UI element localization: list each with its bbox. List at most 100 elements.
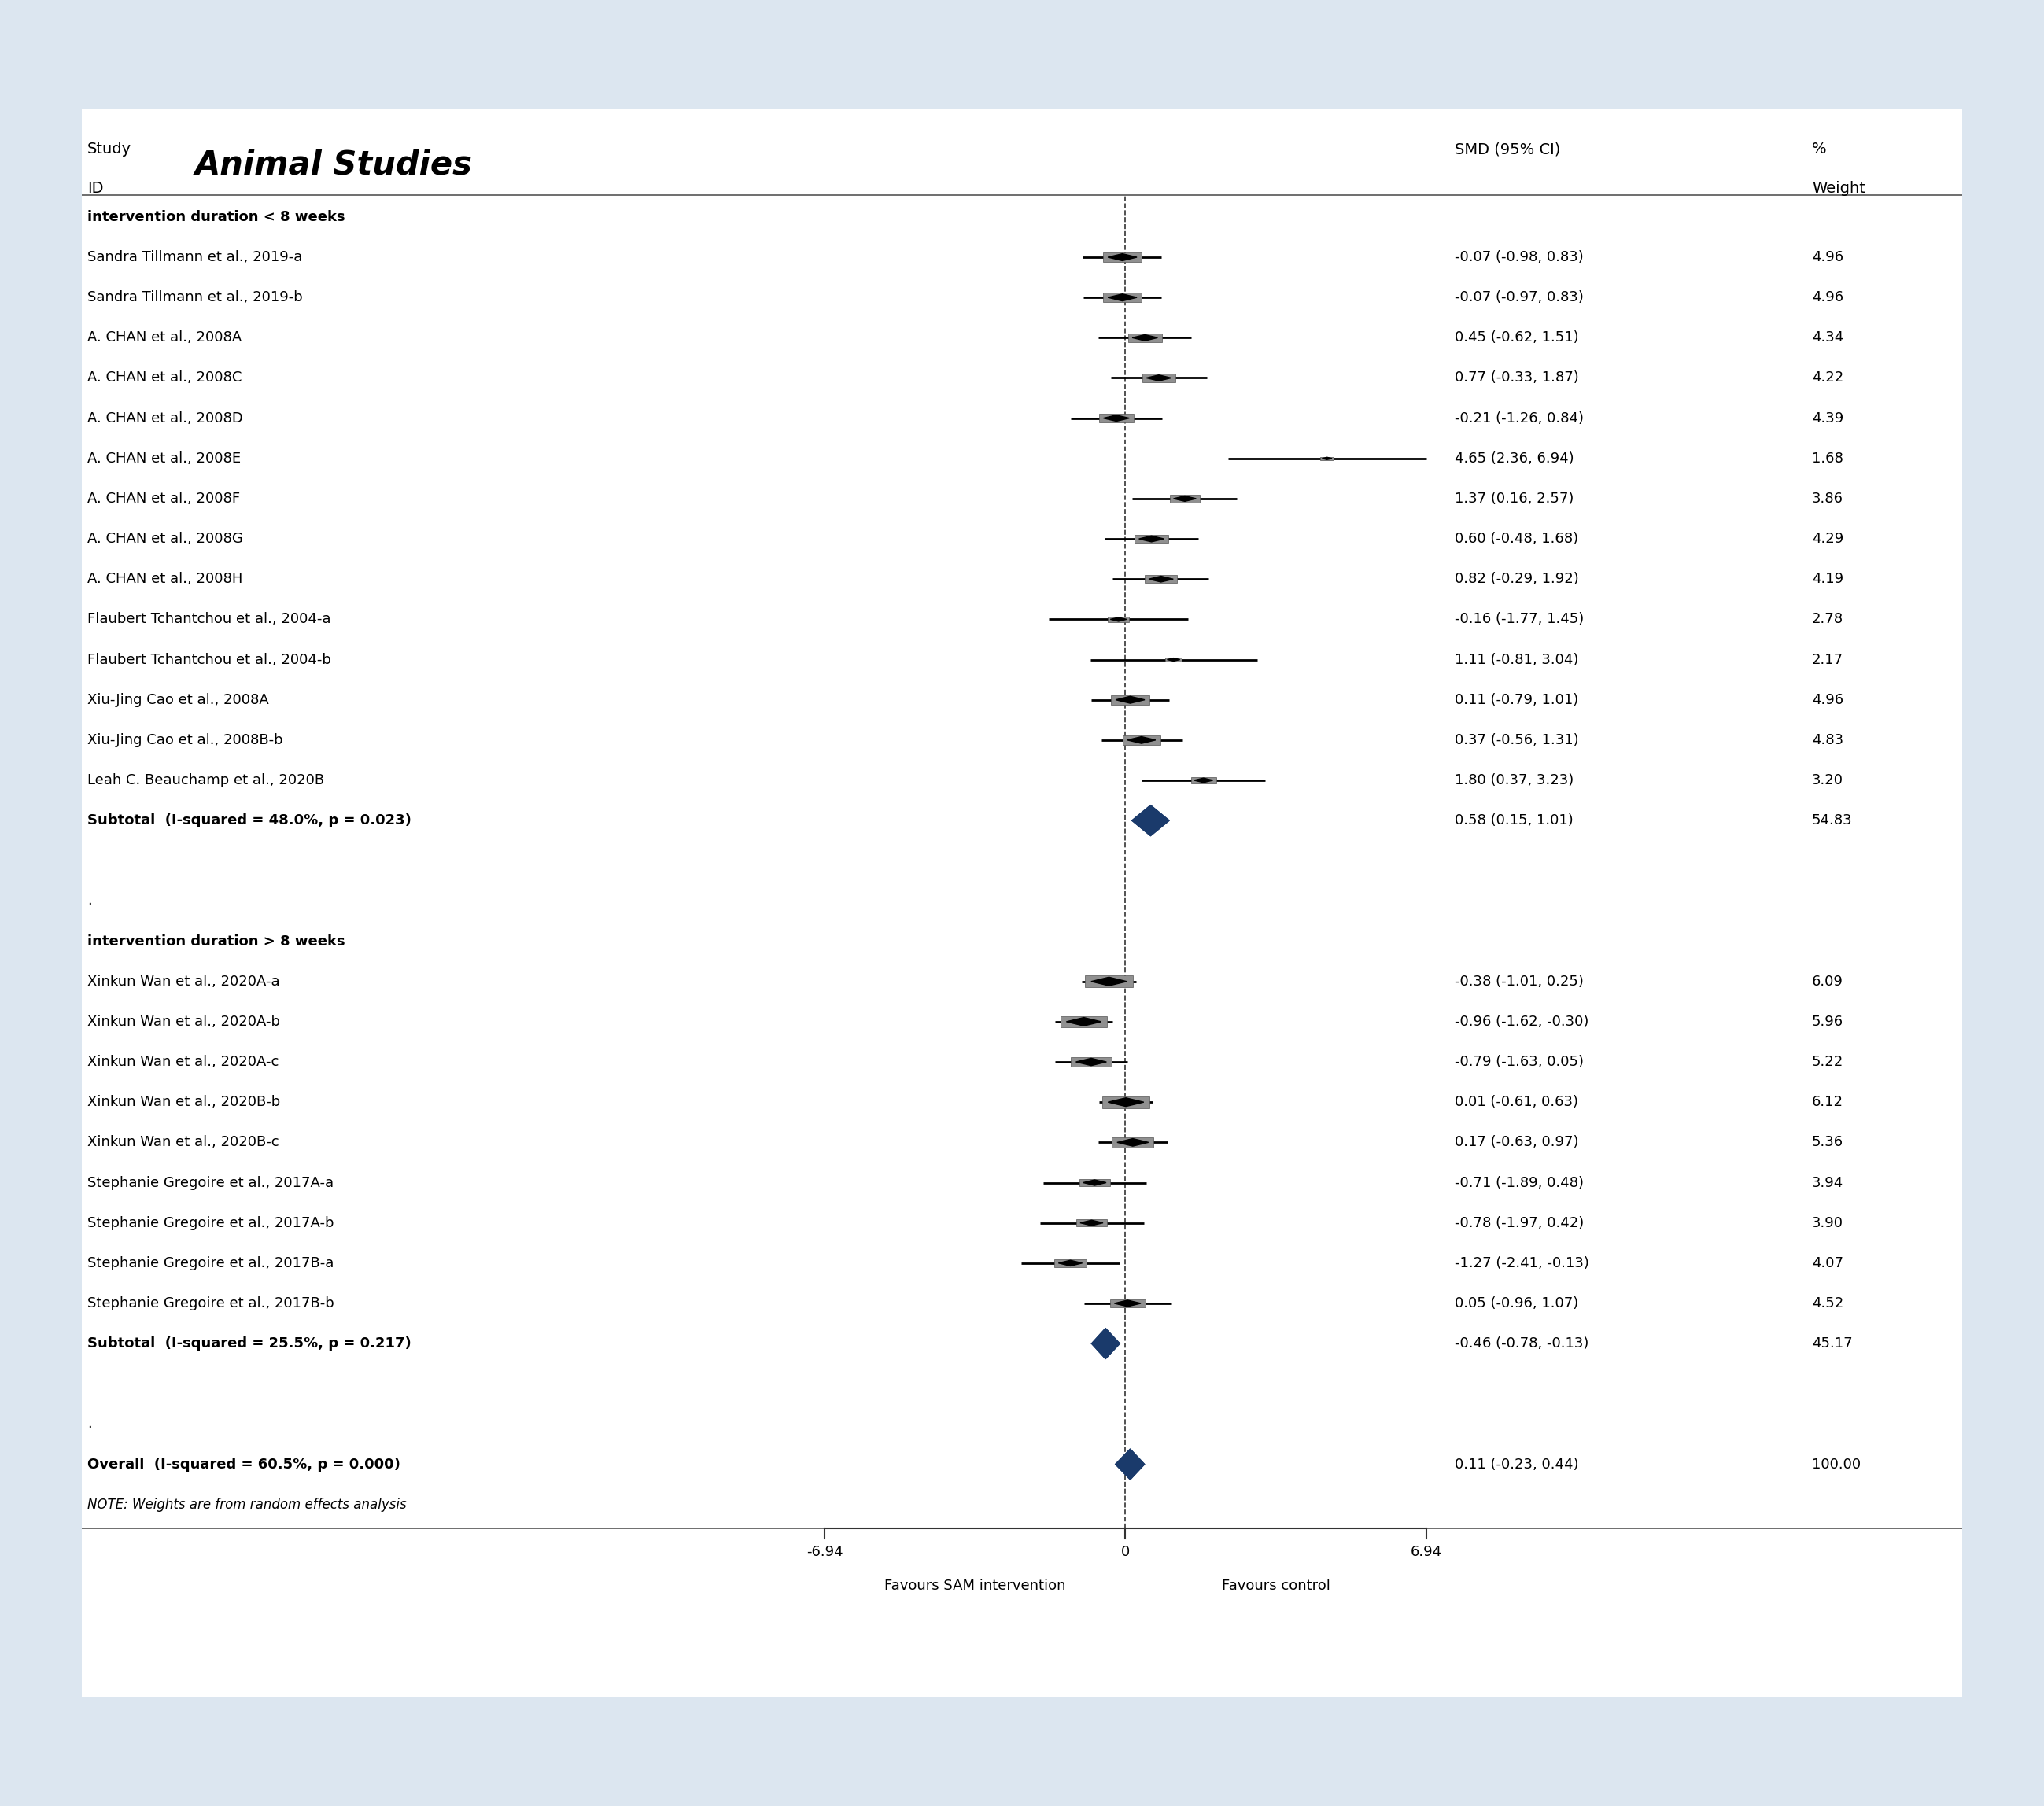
Text: 4.22: 4.22 bbox=[1811, 370, 1844, 385]
Text: 5.96: 5.96 bbox=[1811, 1015, 1844, 1029]
Text: 1.11 (-0.81, 3.04): 1.11 (-0.81, 3.04) bbox=[1455, 652, 1578, 666]
Text: 4.34: 4.34 bbox=[1811, 330, 1844, 345]
Polygon shape bbox=[1059, 1261, 1081, 1266]
Text: 4.96: 4.96 bbox=[1811, 251, 1844, 264]
Text: Stephanie Gregoire et al., 2017A-b: Stephanie Gregoire et al., 2017A-b bbox=[88, 1215, 333, 1230]
Text: 6.94: 6.94 bbox=[1410, 1544, 1443, 1559]
Text: intervention duration < 8 weeks: intervention duration < 8 weeks bbox=[88, 209, 345, 224]
Bar bbox=[1102, 1096, 1149, 1107]
Text: 0.17 (-0.63, 0.97): 0.17 (-0.63, 0.97) bbox=[1455, 1136, 1578, 1149]
Text: Stephanie Gregoire et al., 2017B-b: Stephanie Gregoire et al., 2017B-b bbox=[88, 1297, 335, 1311]
Text: ID: ID bbox=[88, 181, 104, 195]
Text: 1.68: 1.68 bbox=[1811, 452, 1844, 466]
Text: Xinkun Wan et al., 2020B-b: Xinkun Wan et al., 2020B-b bbox=[88, 1094, 280, 1109]
Text: 3.90: 3.90 bbox=[1811, 1215, 1844, 1230]
Text: 1.37 (0.16, 2.57): 1.37 (0.16, 2.57) bbox=[1455, 491, 1574, 506]
Text: 4.07: 4.07 bbox=[1811, 1255, 1844, 1270]
Text: 0.01 (-0.61, 0.63): 0.01 (-0.61, 0.63) bbox=[1455, 1094, 1578, 1109]
Text: -0.07 (-0.97, 0.83): -0.07 (-0.97, 0.83) bbox=[1455, 291, 1584, 305]
Text: 0.58 (0.15, 1.01): 0.58 (0.15, 1.01) bbox=[1455, 813, 1574, 827]
Text: 6.09: 6.09 bbox=[1811, 975, 1844, 988]
Bar bbox=[1134, 535, 1169, 544]
Text: .: . bbox=[88, 894, 92, 908]
Text: 100.00: 100.00 bbox=[1811, 1457, 1860, 1472]
Text: Xiu-Jing Cao et al., 2008B-b: Xiu-Jing Cao et al., 2008B-b bbox=[88, 733, 282, 748]
Bar bbox=[1077, 1219, 1108, 1226]
Text: -0.71 (-1.89, 0.48): -0.71 (-1.89, 0.48) bbox=[1455, 1176, 1584, 1190]
Text: 5.36: 5.36 bbox=[1811, 1136, 1844, 1149]
Text: 4.39: 4.39 bbox=[1811, 412, 1844, 424]
Text: NOTE: Weights are from random effects analysis: NOTE: Weights are from random effects an… bbox=[88, 1497, 407, 1512]
Text: 0: 0 bbox=[1120, 1544, 1130, 1559]
Text: A. CHAN et al., 2008E: A. CHAN et al., 2008E bbox=[88, 452, 241, 466]
Bar bbox=[1169, 495, 1200, 502]
Polygon shape bbox=[1108, 294, 1136, 302]
Bar bbox=[1108, 616, 1130, 621]
Text: Flaubert Tchantchou et al., 2004-b: Flaubert Tchantchou et al., 2004-b bbox=[88, 652, 331, 666]
Bar bbox=[1100, 414, 1134, 423]
Polygon shape bbox=[1091, 977, 1126, 986]
Text: 4.96: 4.96 bbox=[1811, 291, 1844, 305]
Text: 4.19: 4.19 bbox=[1811, 573, 1844, 587]
Bar bbox=[1143, 374, 1175, 381]
Text: Sandra Tillmann et al., 2019-b: Sandra Tillmann et al., 2019-b bbox=[88, 291, 303, 305]
Bar bbox=[1104, 293, 1143, 302]
Text: 1.80 (0.37, 3.23): 1.80 (0.37, 3.23) bbox=[1455, 773, 1574, 787]
Text: Leah C. Beauchamp et al., 2020B: Leah C. Beauchamp et al., 2020B bbox=[88, 773, 325, 787]
Text: Subtotal  (I-squared = 48.0%, p = 0.023): Subtotal (I-squared = 48.0%, p = 0.023) bbox=[88, 813, 411, 827]
Text: -0.38 (-1.01, 0.25): -0.38 (-1.01, 0.25) bbox=[1455, 975, 1584, 988]
Bar bbox=[1071, 1057, 1112, 1067]
Bar bbox=[1085, 975, 1132, 988]
Text: Xinkun Wan et al., 2020A-c: Xinkun Wan et al., 2020A-c bbox=[88, 1055, 278, 1069]
Text: -0.96 (-1.62, -0.30): -0.96 (-1.62, -0.30) bbox=[1455, 1015, 1588, 1029]
Polygon shape bbox=[1114, 1300, 1141, 1306]
Text: -0.21 (-1.26, 0.84): -0.21 (-1.26, 0.84) bbox=[1455, 412, 1584, 424]
Polygon shape bbox=[1116, 1448, 1145, 1479]
Text: A. CHAN et al., 2008F: A. CHAN et al., 2008F bbox=[88, 491, 239, 506]
Polygon shape bbox=[1147, 376, 1171, 381]
Text: -6.94: -6.94 bbox=[805, 1544, 842, 1559]
Polygon shape bbox=[1139, 536, 1163, 542]
Text: Xiu-Jing Cao et al., 2008A: Xiu-Jing Cao et al., 2008A bbox=[88, 694, 270, 706]
Polygon shape bbox=[1108, 1098, 1145, 1107]
Polygon shape bbox=[1149, 576, 1173, 582]
Text: Subtotal  (I-squared = 25.5%, p = 0.217): Subtotal (I-squared = 25.5%, p = 0.217) bbox=[88, 1336, 411, 1351]
Polygon shape bbox=[1108, 253, 1136, 260]
Text: 6.12: 6.12 bbox=[1811, 1094, 1844, 1109]
Text: 4.65 (2.36, 6.94): 4.65 (2.36, 6.94) bbox=[1455, 452, 1574, 466]
Text: A. CHAN et al., 2008H: A. CHAN et al., 2008H bbox=[88, 573, 243, 587]
Bar bbox=[1112, 1138, 1153, 1147]
Text: 3.20: 3.20 bbox=[1811, 773, 1844, 787]
Polygon shape bbox=[1132, 805, 1169, 836]
Text: -0.79 (-1.63, 0.05): -0.79 (-1.63, 0.05) bbox=[1455, 1055, 1584, 1069]
Text: 0.45 (-0.62, 1.51): 0.45 (-0.62, 1.51) bbox=[1455, 330, 1578, 345]
Bar bbox=[1192, 777, 1216, 784]
Text: Animal Studies: Animal Studies bbox=[194, 148, 472, 181]
Bar bbox=[1055, 1259, 1085, 1268]
Text: Xinkun Wan et al., 2020A-b: Xinkun Wan et al., 2020A-b bbox=[88, 1015, 280, 1029]
Text: 0.60 (-0.48, 1.68): 0.60 (-0.48, 1.68) bbox=[1455, 531, 1578, 545]
Bar bbox=[1079, 1179, 1110, 1187]
Text: -0.16 (-1.77, 1.45): -0.16 (-1.77, 1.45) bbox=[1455, 612, 1584, 627]
Text: 0.82 (-0.29, 1.92): 0.82 (-0.29, 1.92) bbox=[1455, 573, 1578, 587]
Text: 4.52: 4.52 bbox=[1811, 1297, 1844, 1311]
Text: Flaubert Tchantchou et al., 2004-a: Flaubert Tchantchou et al., 2004-a bbox=[88, 612, 331, 627]
Text: Favours control: Favours control bbox=[1222, 1578, 1331, 1593]
Text: Stephanie Gregoire et al., 2017A-a: Stephanie Gregoire et al., 2017A-a bbox=[88, 1176, 333, 1190]
Polygon shape bbox=[1167, 657, 1179, 661]
Text: 0.11 (-0.79, 1.01): 0.11 (-0.79, 1.01) bbox=[1455, 694, 1578, 706]
Polygon shape bbox=[1104, 415, 1128, 421]
Text: Weight: Weight bbox=[1811, 181, 1866, 195]
Bar bbox=[1061, 1017, 1108, 1028]
Text: 4.96: 4.96 bbox=[1811, 694, 1844, 706]
Polygon shape bbox=[1091, 1327, 1120, 1358]
Text: Sandra Tillmann et al., 2019-a: Sandra Tillmann et al., 2019-a bbox=[88, 251, 303, 264]
Text: 3.94: 3.94 bbox=[1811, 1176, 1844, 1190]
Text: A. CHAN et al., 2008C: A. CHAN et al., 2008C bbox=[88, 370, 241, 385]
Bar bbox=[1104, 253, 1143, 262]
Text: Stephanie Gregoire et al., 2017B-a: Stephanie Gregoire et al., 2017B-a bbox=[88, 1255, 333, 1270]
Text: intervention duration > 8 weeks: intervention duration > 8 weeks bbox=[88, 934, 345, 948]
Bar bbox=[1110, 1299, 1145, 1308]
Text: 2.17: 2.17 bbox=[1811, 652, 1844, 666]
Text: 3.86: 3.86 bbox=[1811, 491, 1844, 506]
